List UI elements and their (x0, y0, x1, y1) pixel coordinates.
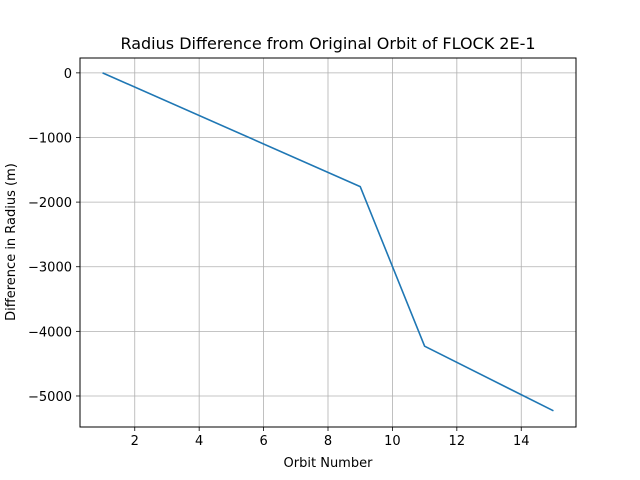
y-tick-label: −4000 (28, 325, 72, 340)
grid (80, 58, 576, 427)
y-axis-label: Difference in Radius (m) (4, 163, 19, 321)
x-tick-label: 8 (324, 434, 332, 449)
y-tick-label: −2000 (28, 196, 72, 211)
y-tick-label: −5000 (28, 390, 72, 405)
x-tick-label: 12 (449, 434, 466, 449)
chart-title: Radius Difference from Original Orbit of… (120, 34, 535, 53)
x-tick-label: 14 (513, 434, 530, 449)
y-axis: 0 −1000 −2000 −3000 −4000 −5000 (28, 67, 80, 405)
x-axis-label: Orbit Number (284, 456, 374, 471)
x-tick-label: 4 (195, 434, 203, 449)
y-tick-label: −1000 (28, 131, 72, 146)
y-tick-label: 0 (64, 67, 72, 82)
x-tick-label: 6 (259, 434, 267, 449)
series-line (102, 72, 554, 412)
x-tick-label: 10 (384, 434, 401, 449)
y-tick-label: −3000 (28, 261, 72, 276)
x-tick-label: 2 (131, 434, 139, 449)
x-axis: 2 4 6 8 10 12 14 (131, 427, 530, 449)
series-layer (102, 72, 554, 412)
